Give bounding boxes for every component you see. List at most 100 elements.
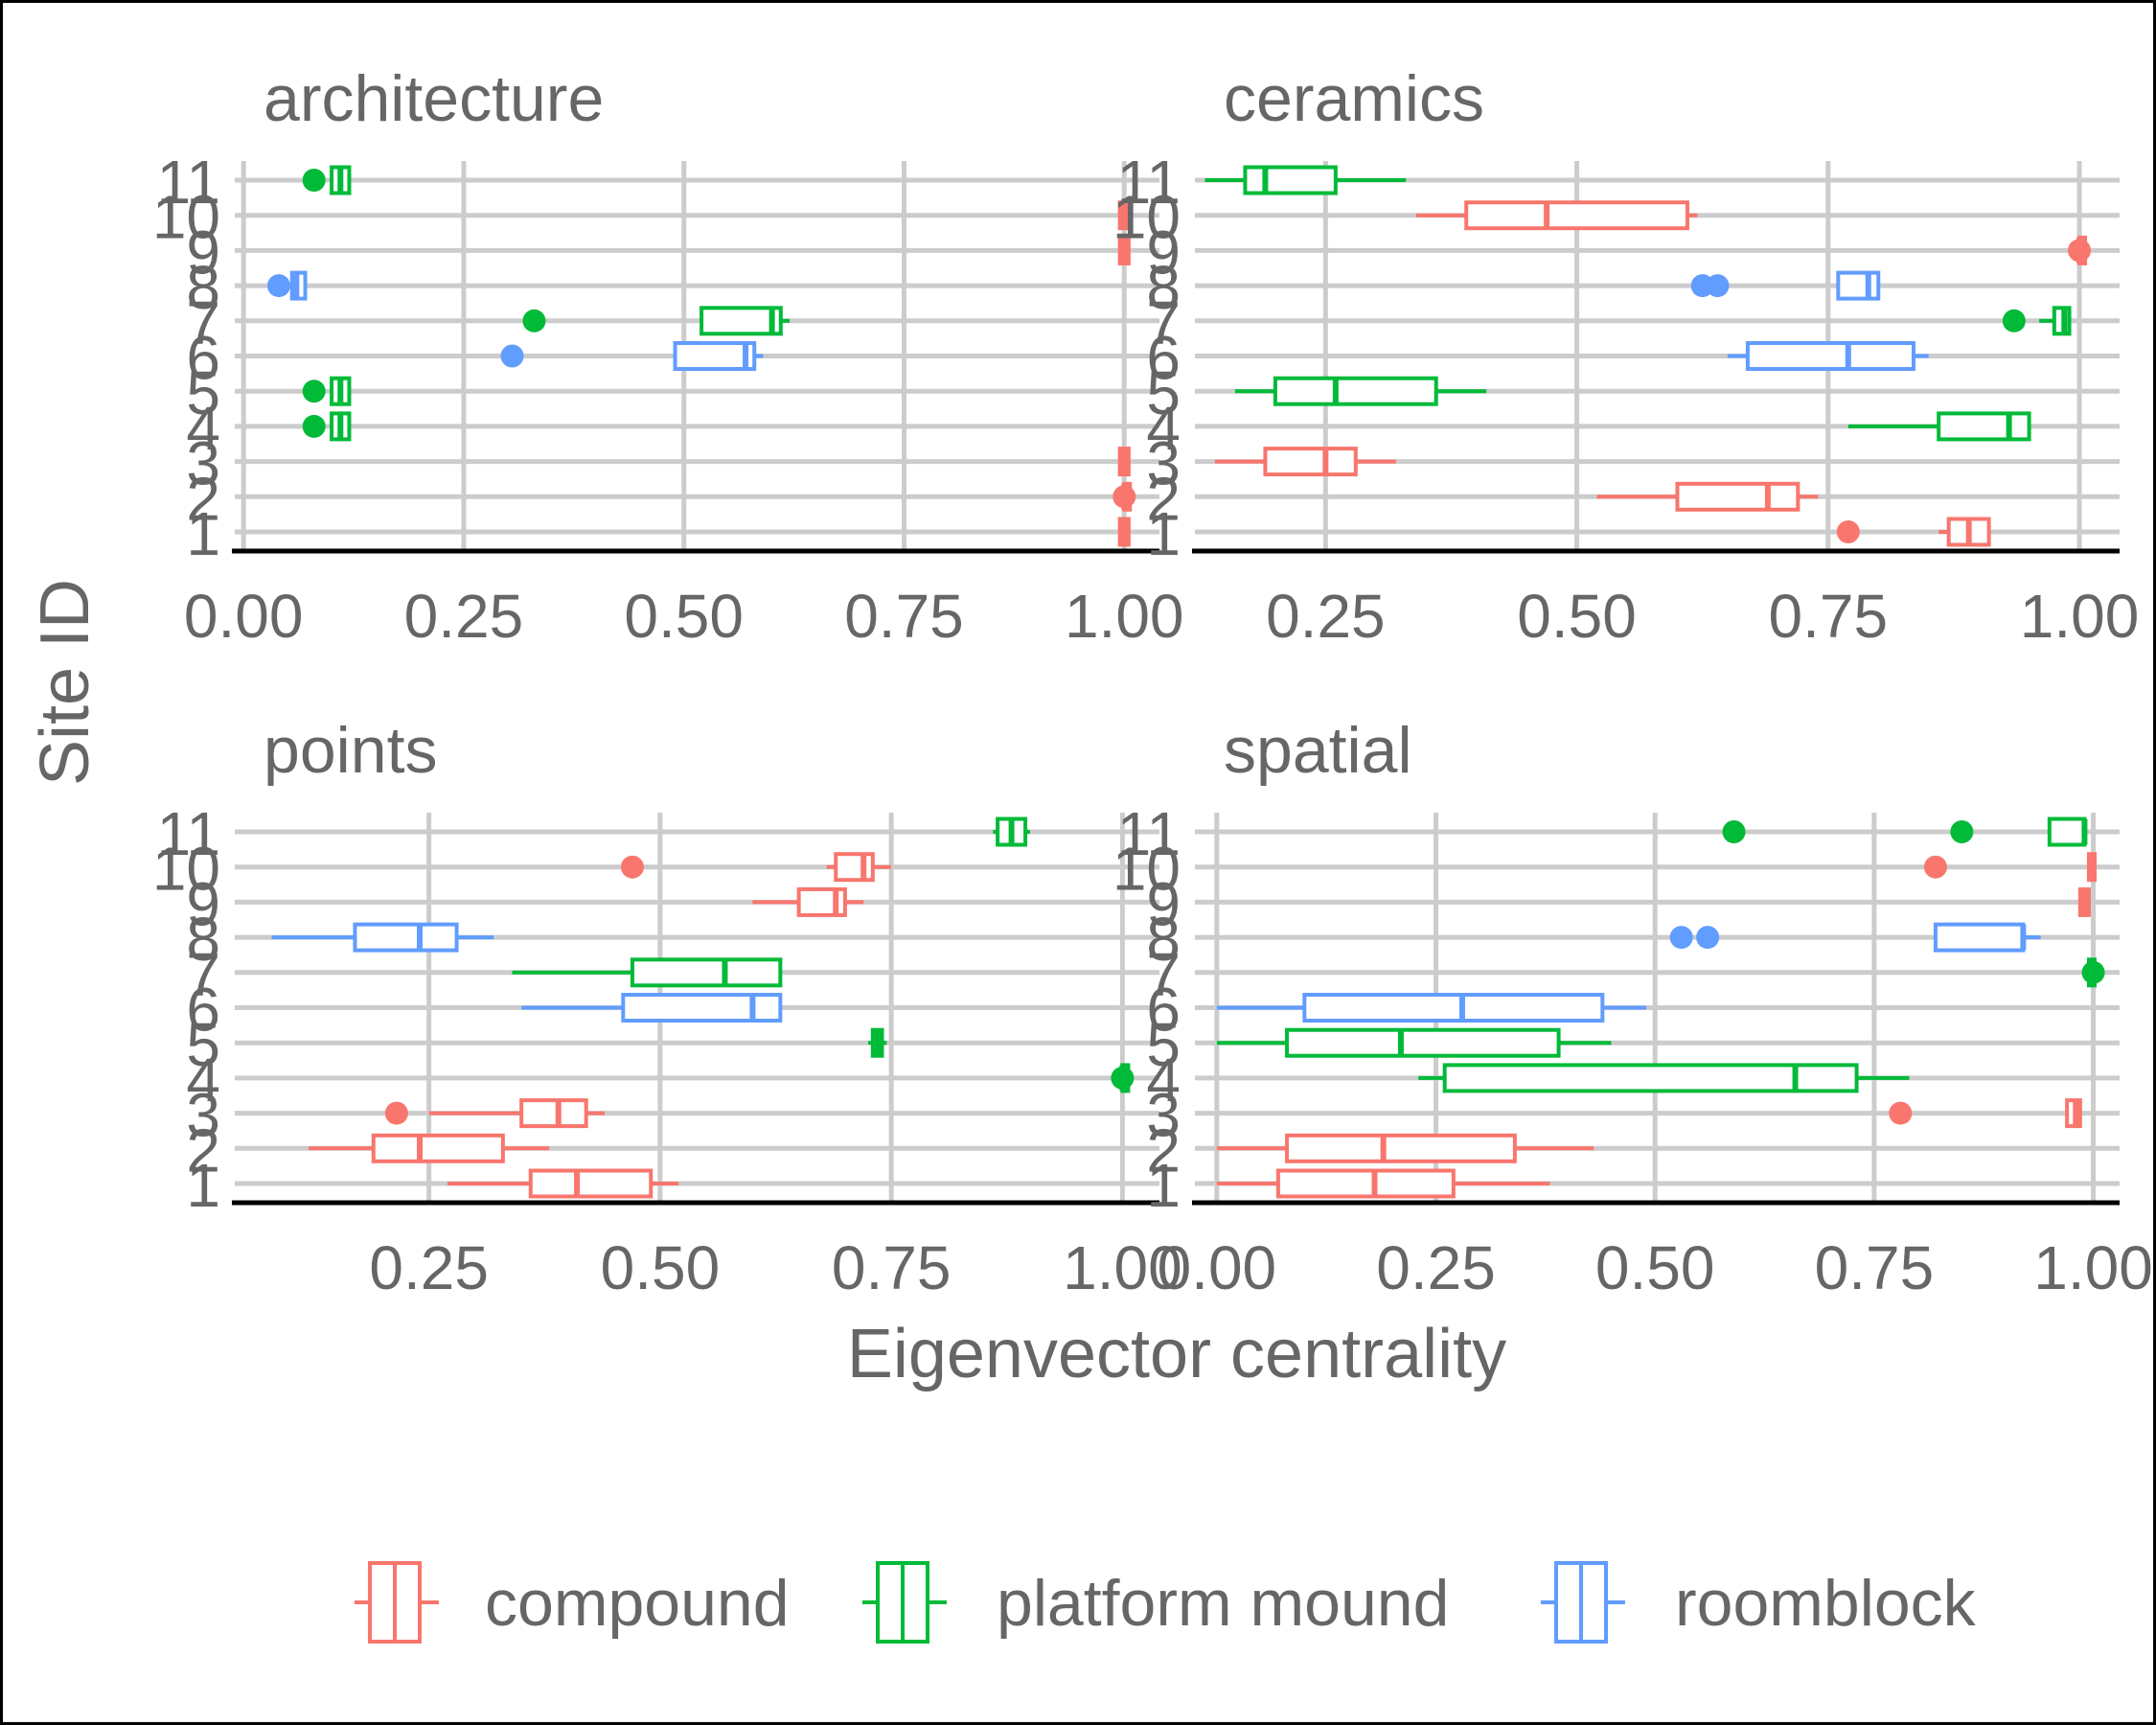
y-tick-label: 5	[1146, 358, 1181, 427]
box-spatial-site-6	[1216, 993, 1647, 1023]
box-rect	[1285, 1133, 1517, 1163]
box-rect	[528, 1168, 654, 1199]
y-tick-label: 6	[186, 976, 220, 1045]
y-tick-label: 4	[186, 394, 220, 463]
x-tick-label: 1.00	[2033, 1233, 2153, 1302]
box-rect	[1933, 922, 2026, 953]
y-tick-label: 7	[1146, 940, 1181, 1009]
box-rect	[630, 957, 783, 988]
y-tick-label: 3	[186, 429, 220, 498]
y-tick-label: 6	[186, 324, 220, 393]
y-tick-label: 3	[1146, 429, 1181, 498]
y-tick-label: 7	[186, 940, 220, 1009]
y-tick-label: 9	[1146, 218, 1181, 287]
x-tick-label: 0.75	[844, 582, 964, 651]
box-ceramics-site-6	[1727, 341, 1929, 371]
x-tick-label: 1.00	[1063, 1233, 1182, 1302]
legend-key-roomblock	[1541, 1561, 1625, 1644]
box-points-site-10	[620, 852, 892, 883]
x-tick-label: 0.25	[1266, 582, 1386, 651]
x-tick-label: 0.75	[1769, 582, 1889, 651]
box-architecture-site-10	[1117, 200, 1131, 231]
panel-title-architecture: architecture	[264, 62, 604, 135]
box-architecture-site-9	[1117, 235, 1131, 265]
y-tick-label: 10	[152, 183, 220, 252]
box-ceramics-site-7	[2002, 306, 2072, 336]
outlier-point	[1889, 1101, 1913, 1125]
x-tick-label: 0.25	[404, 582, 524, 651]
x-axis-title: Eigenvector centrality	[847, 1316, 1506, 1392]
outlier-point	[384, 1101, 408, 1125]
box-architecture-site-8	[266, 270, 308, 301]
box-rect	[1745, 341, 1915, 371]
y-tick-label: 11	[157, 799, 220, 868]
box-rect	[700, 306, 783, 336]
outlier-point	[1836, 520, 1860, 543]
box-architecture-site-6	[500, 341, 764, 371]
box-points-site-2	[309, 1133, 550, 1163]
legend: compound platform mound roomblock	[355, 1561, 1977, 1644]
box-ceramics-site-3	[1214, 447, 1396, 477]
box-spatial-site-10	[1923, 852, 2097, 883]
box-rect	[1302, 993, 1605, 1023]
outlier-point	[500, 344, 524, 368]
x-tick-label: 0.75	[832, 1233, 952, 1302]
outlier-point	[1696, 926, 1720, 950]
outlier-point	[2002, 309, 2026, 333]
x-tick-label: 1.00	[2020, 582, 2140, 651]
box-spatial-site-8	[1669, 922, 2041, 953]
y-tick-label: 1	[186, 1151, 220, 1220]
box-architecture-site-7	[522, 306, 790, 336]
y-tick-label: 3	[186, 1081, 220, 1150]
x-tick-label: 0.75	[1815, 1233, 1935, 1302]
box-rect	[1263, 447, 1358, 477]
y-tick-label: 10	[1112, 183, 1181, 252]
outlier-point	[1112, 485, 1136, 509]
y-tick-label: 6	[1146, 976, 1181, 1045]
box-rect	[519, 1098, 588, 1129]
box-ceramics-site-8	[1690, 270, 1881, 301]
box-points-site-6	[521, 993, 783, 1023]
box-architecture-site-4	[302, 411, 352, 442]
outlier-point	[1923, 855, 1947, 879]
y-tick-label: 7	[1146, 288, 1181, 357]
box-points-site-9	[752, 886, 864, 917]
y-tick-label: 1	[1146, 499, 1181, 568]
box-points-site-5	[868, 1027, 887, 1058]
box-spatial-site-1	[1216, 1168, 1550, 1199]
box-ceramics-site-11	[1204, 165, 1407, 196]
y-tick-label: 2	[1146, 1116, 1181, 1184]
outlier-point	[1669, 926, 1693, 950]
y-tick-label: 1	[186, 499, 220, 568]
y-tick-label: 9	[186, 218, 220, 287]
outlier-point	[2081, 960, 2105, 984]
y-tick-label: 5	[186, 1010, 220, 1079]
legend-label: compound	[485, 1567, 790, 1640]
box-rect	[1275, 1168, 1456, 1199]
box-ceramics-site-4	[1847, 411, 2031, 442]
outlier-point	[620, 855, 644, 879]
box-rect	[353, 922, 459, 953]
x-tick-label: 1.00	[1065, 582, 1184, 651]
y-tick-label: 2	[186, 464, 220, 533]
y-tick-label: 11	[1117, 799, 1181, 868]
y-tick-label: 4	[1146, 1046, 1181, 1115]
box-rect	[1273, 376, 1438, 406]
y-tick-label: 5	[1146, 1010, 1181, 1079]
y-tick-label: 8	[186, 253, 220, 322]
box-architecture-site-5	[302, 376, 352, 406]
box-rect	[371, 1133, 505, 1163]
x-tick-label: 0.50	[1517, 582, 1637, 651]
box-ceramics-site-10	[1415, 200, 1698, 231]
box-rect	[1675, 481, 1800, 512]
box-rect	[1442, 1063, 1859, 1093]
outlier-point	[266, 274, 290, 298]
x-tick-label: 0.25	[1376, 1233, 1496, 1302]
y-tick-label: 10	[1112, 835, 1181, 904]
box-points-site-8	[271, 922, 494, 953]
